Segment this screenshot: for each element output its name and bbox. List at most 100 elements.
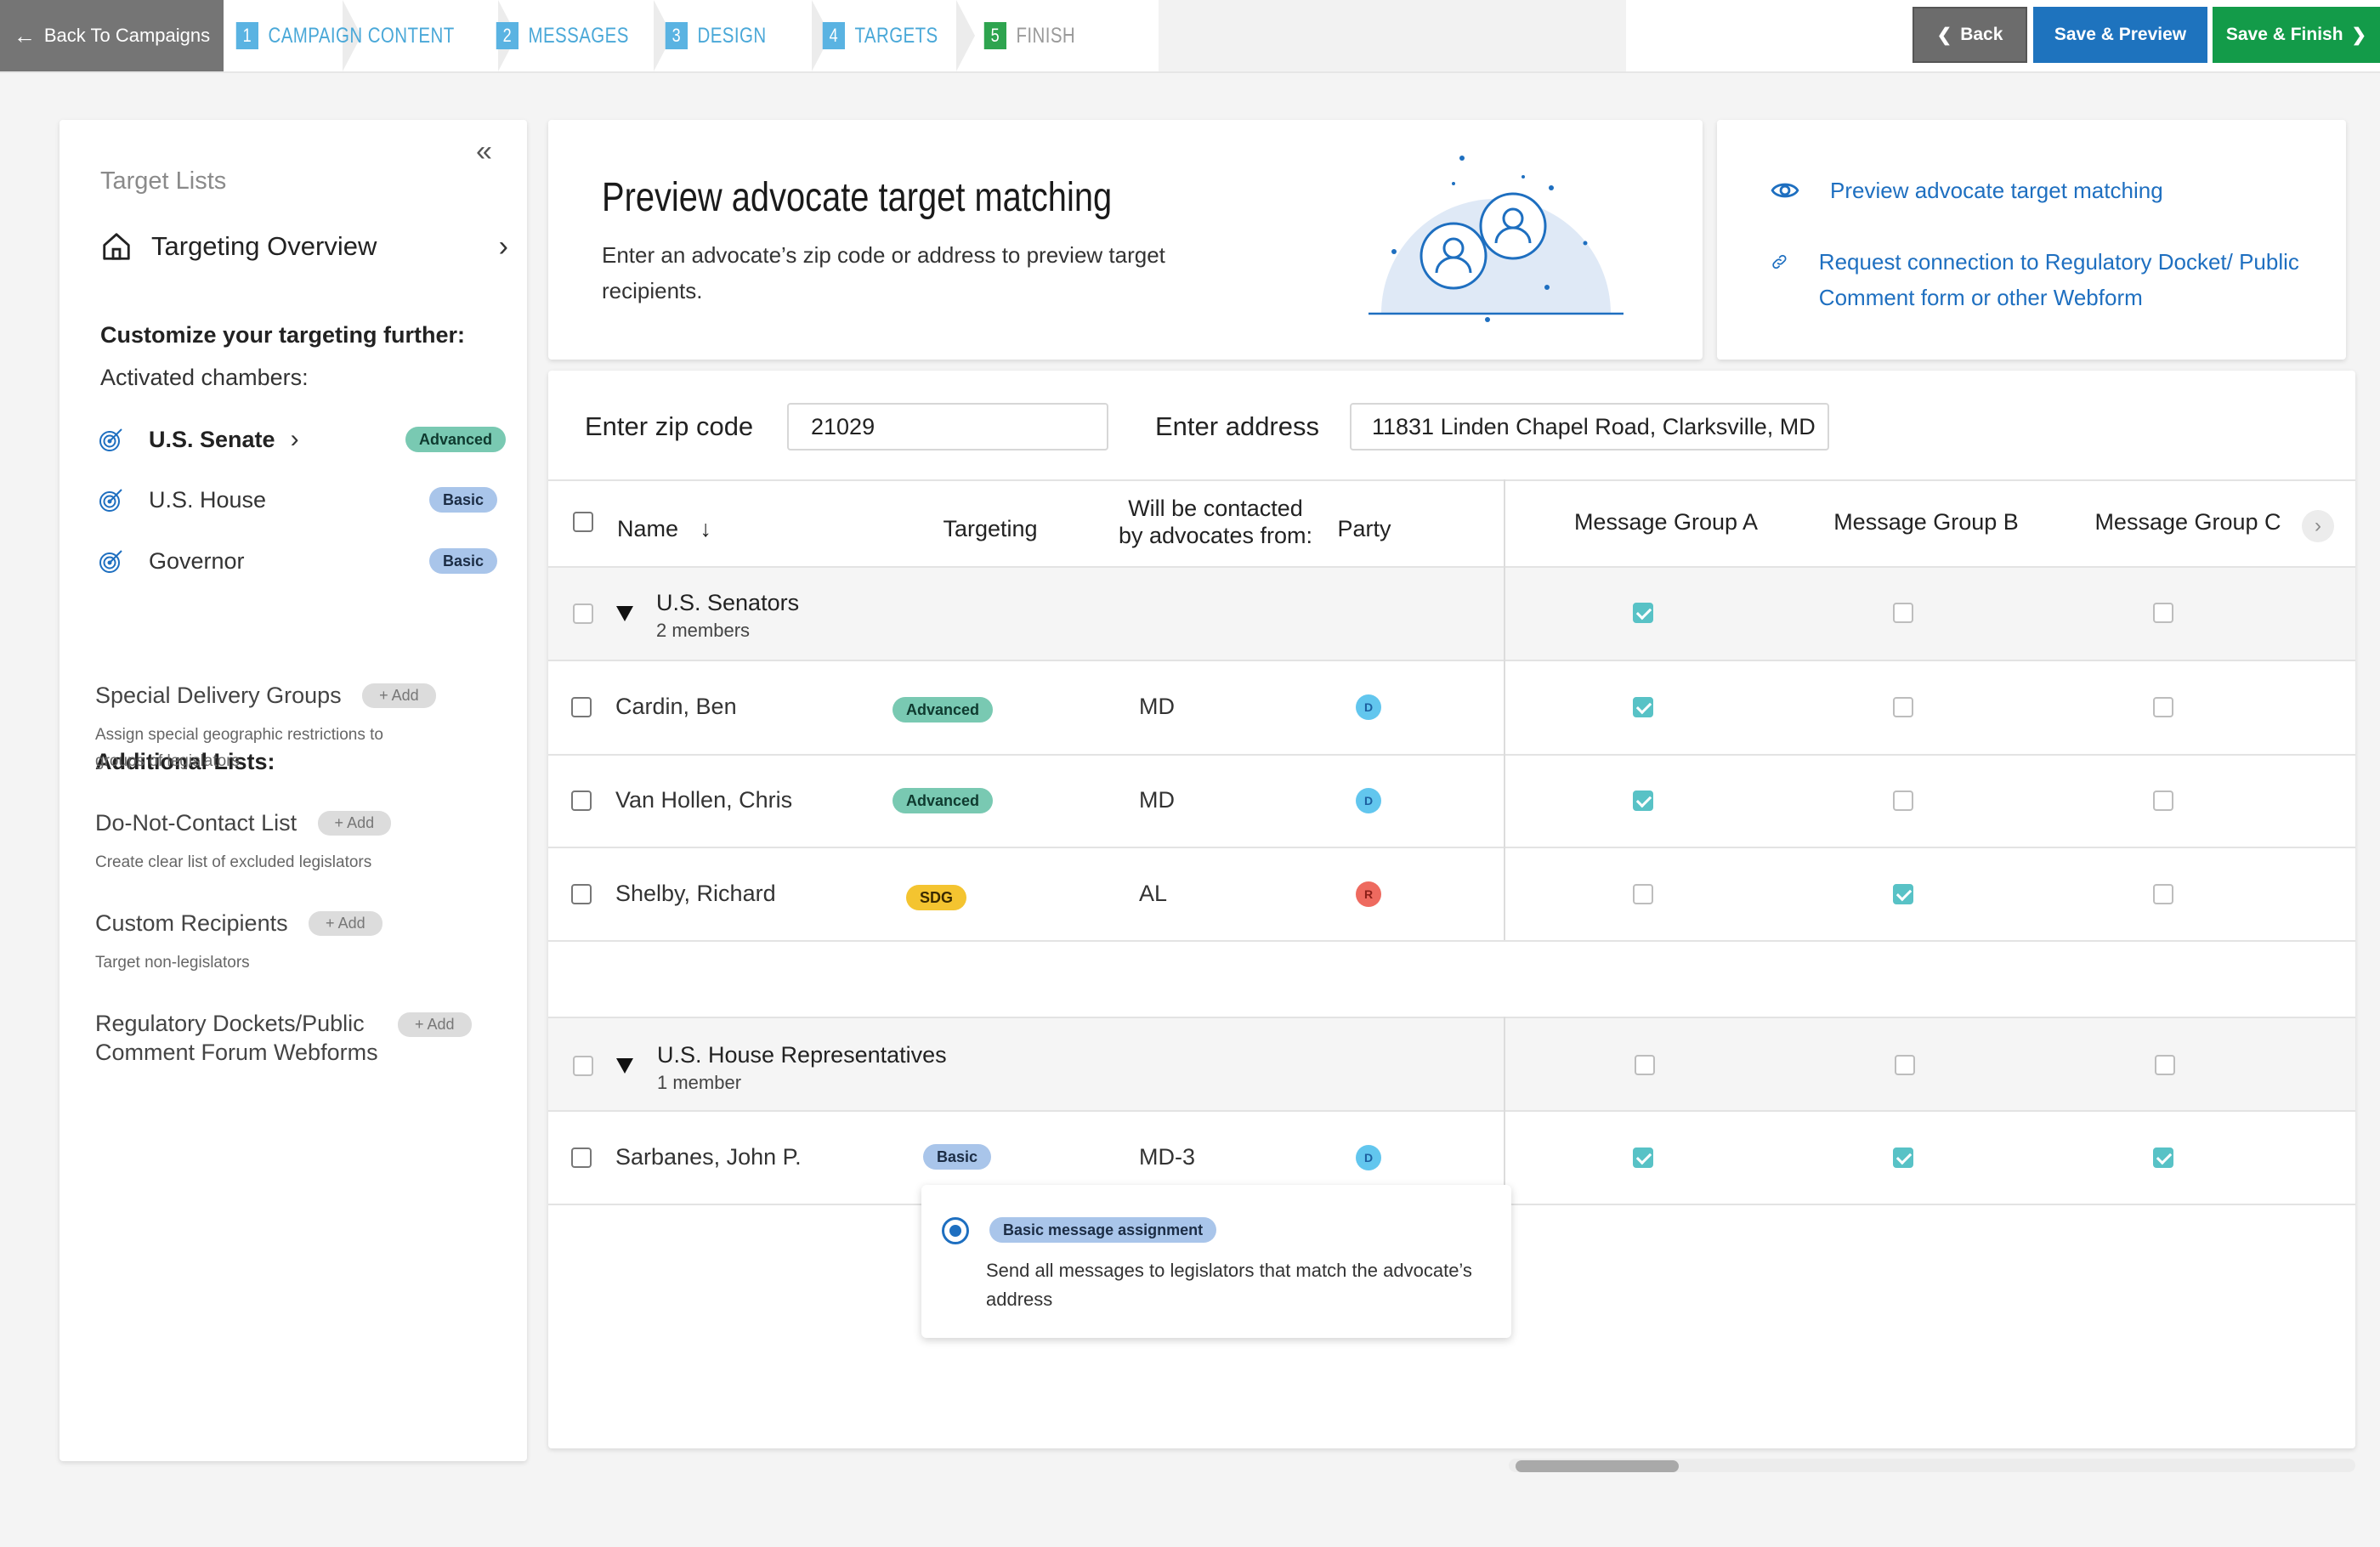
address-label: Enter address <box>1155 411 1319 441</box>
group-title: U.S. Senators <box>656 590 800 615</box>
assignment-description: Send all messages to legislators that ma… <box>986 1260 1472 1310</box>
step-targets[interactable]: 4 TARGETS <box>810 0 938 71</box>
chamber-name: U.S. House <box>149 486 267 513</box>
step-separator <box>812 0 830 71</box>
back-button[interactable]: ❮ Back <box>1912 7 2027 63</box>
step-number: 5 <box>983 22 1006 49</box>
targeting-overview-link[interactable]: Targeting Overview › <box>100 230 508 263</box>
chevron-right-icon: › <box>498 230 508 263</box>
links-card: Preview advocate target matching Request… <box>1717 120 2346 360</box>
collapse-triangle-icon[interactable] <box>616 1058 633 1074</box>
list-title: Custom Recipients <box>95 910 288 936</box>
list-title: Regulatory Dockets/Public Comment Forum … <box>95 1011 378 1065</box>
back-to-campaigns-label: Back To Campaigns <box>43 25 211 46</box>
preview-matching-label: Preview advocate target matching <box>1830 178 2163 203</box>
targeting-overview-label: Targeting Overview <box>151 231 377 261</box>
chamber-us-senate[interactable]: U.S. Senate › Advanced <box>98 422 506 456</box>
group-msg-b-checkbox[interactable] <box>1893 603 1913 623</box>
advanced-badge: Advanced <box>405 427 506 452</box>
special-delivery-groups: Special Delivery Groups + Add Assign spe… <box>95 681 503 774</box>
step-finish[interactable]: 5 FINISH <box>972 0 1075 71</box>
group-checkbox[interactable] <box>573 1056 593 1076</box>
group-row-bg <box>548 1017 2355 1110</box>
msg-a-checkbox[interactable] <box>1633 1148 1653 1168</box>
divider <box>548 660 2355 661</box>
legislator-name: Van Hollen, Chris <box>615 787 793 813</box>
horizontal-scrollbar-thumb[interactable] <box>1516 1460 1679 1472</box>
msg-c-checkbox[interactable] <box>2153 884 2173 904</box>
chamber-governor[interactable]: Governor Basic <box>98 544 506 578</box>
step-label: MESSAGES <box>528 23 629 48</box>
collapse-sidebar-icon[interactable]: « <box>476 135 492 167</box>
target-icon <box>99 428 122 451</box>
contacted-from: MD <box>1139 694 1175 719</box>
basic-assignment-badge: Basic message assignment <box>989 1217 1217 1243</box>
step-number: 4 <box>822 22 845 49</box>
group-msg-a-checkbox[interactable] <box>1635 1055 1655 1075</box>
add-button[interactable]: + Add <box>309 910 382 936</box>
contacted-from-header: Will be contacted by advocates from: <box>1050 495 1381 549</box>
group-row-bg <box>548 566 2355 660</box>
preview-matching-link[interactable]: Preview advocate target matching <box>1771 173 2163 208</box>
scroll-right-icon[interactable]: › <box>2302 510 2334 542</box>
row-checkbox[interactable] <box>571 790 592 811</box>
step-campaign-content[interactable]: 1 CAMPAIGN CONTENT <box>224 0 455 71</box>
add-button[interactable]: + Add <box>362 683 436 708</box>
divider <box>548 1017 2355 1018</box>
legislator-name: Cardin, Ben <box>615 694 737 719</box>
row-checkbox[interactable] <box>571 697 592 717</box>
basic-assignment-radio[interactable] <box>942 1217 969 1244</box>
advocates-illustration-icon <box>1368 156 1624 322</box>
contacted-from-line2: by advocates from: <box>1118 523 1313 548</box>
preview-card: Preview advocate target matching Enter a… <box>548 120 1703 360</box>
divider <box>548 754 2355 756</box>
msg-a-checkbox[interactable] <box>1633 884 1653 904</box>
group-msg-c-checkbox[interactable] <box>2153 603 2173 623</box>
name-header-label: Name <box>617 516 679 541</box>
chevron-right-icon: ❯ <box>2351 25 2367 45</box>
collapse-triangle-icon[interactable] <box>616 606 633 621</box>
row-checkbox[interactable] <box>571 884 592 904</box>
basic-badge: Basic <box>428 548 497 574</box>
msg-c-checkbox[interactable] <box>2153 697 2173 717</box>
step-design[interactable]: 3 DESIGN <box>653 0 767 71</box>
back-to-campaigns-button[interactable]: ← Back To Campaigns <box>0 0 224 71</box>
group-msg-a-checkbox[interactable] <box>1633 603 1653 623</box>
party-republican-badge: R <box>1356 881 1381 907</box>
add-button[interactable]: + Add <box>398 1012 472 1037</box>
msg-b-checkbox[interactable] <box>1893 884 1913 904</box>
save-preview-button[interactable]: Save & Preview <box>2033 7 2207 63</box>
divider <box>548 847 2355 848</box>
step-label: FINISH <box>1016 23 1076 48</box>
targeting-header: Targeting <box>943 516 1038 541</box>
address-input[interactable] <box>1350 403 1829 450</box>
group-msg-b-checkbox[interactable] <box>1895 1055 1915 1075</box>
top-bar: ← Back To Campaigns 1 CAMPAIGN CONTENT 2… <box>0 0 2380 73</box>
select-all-checkbox[interactable] <box>573 512 593 532</box>
link-icon <box>1772 254 1787 269</box>
group-checkbox[interactable] <box>573 604 593 624</box>
msg-a-checkbox[interactable] <box>1633 697 1653 717</box>
list-description: Assign special geographic restrictions t… <box>95 726 384 770</box>
msg-b-checkbox[interactable] <box>1893 697 1913 717</box>
request-connection-link[interactable]: Request connection to Regulatory Docket/… <box>1771 244 2315 315</box>
name-column-header[interactable]: Name ↓ <box>617 515 711 542</box>
msg-a-checkbox[interactable] <box>1633 790 1653 811</box>
msg-b-checkbox[interactable] <box>1893 1148 1913 1168</box>
save-finish-button[interactable]: Save & Finish ❯ <box>2213 7 2380 63</box>
msg-b-checkbox[interactable] <box>1893 790 1913 811</box>
group-msg-c-checkbox[interactable] <box>2155 1055 2175 1075</box>
zip-input[interactable] <box>787 403 1108 450</box>
add-button[interactable]: + Add <box>317 810 392 836</box>
request-connection-label: Request connection to Regulatory Docket/… <box>1818 249 2299 310</box>
chamber-us-house[interactable]: U.S. House Basic <box>98 483 506 517</box>
step-messages[interactable]: 2 MESSAGES <box>484 0 629 71</box>
basic-badge[interactable]: Basic <box>923 1144 992 1170</box>
target-icon <box>99 550 122 573</box>
step-number: 1 <box>235 22 258 49</box>
msg-c-checkbox[interactable] <box>2153 790 2173 811</box>
sidebar-title: Target Lists <box>100 167 227 195</box>
row-checkbox[interactable] <box>571 1148 592 1168</box>
horizontal-scrollbar-track[interactable] <box>1509 1459 2355 1472</box>
msg-c-checkbox[interactable] <box>2153 1148 2173 1168</box>
